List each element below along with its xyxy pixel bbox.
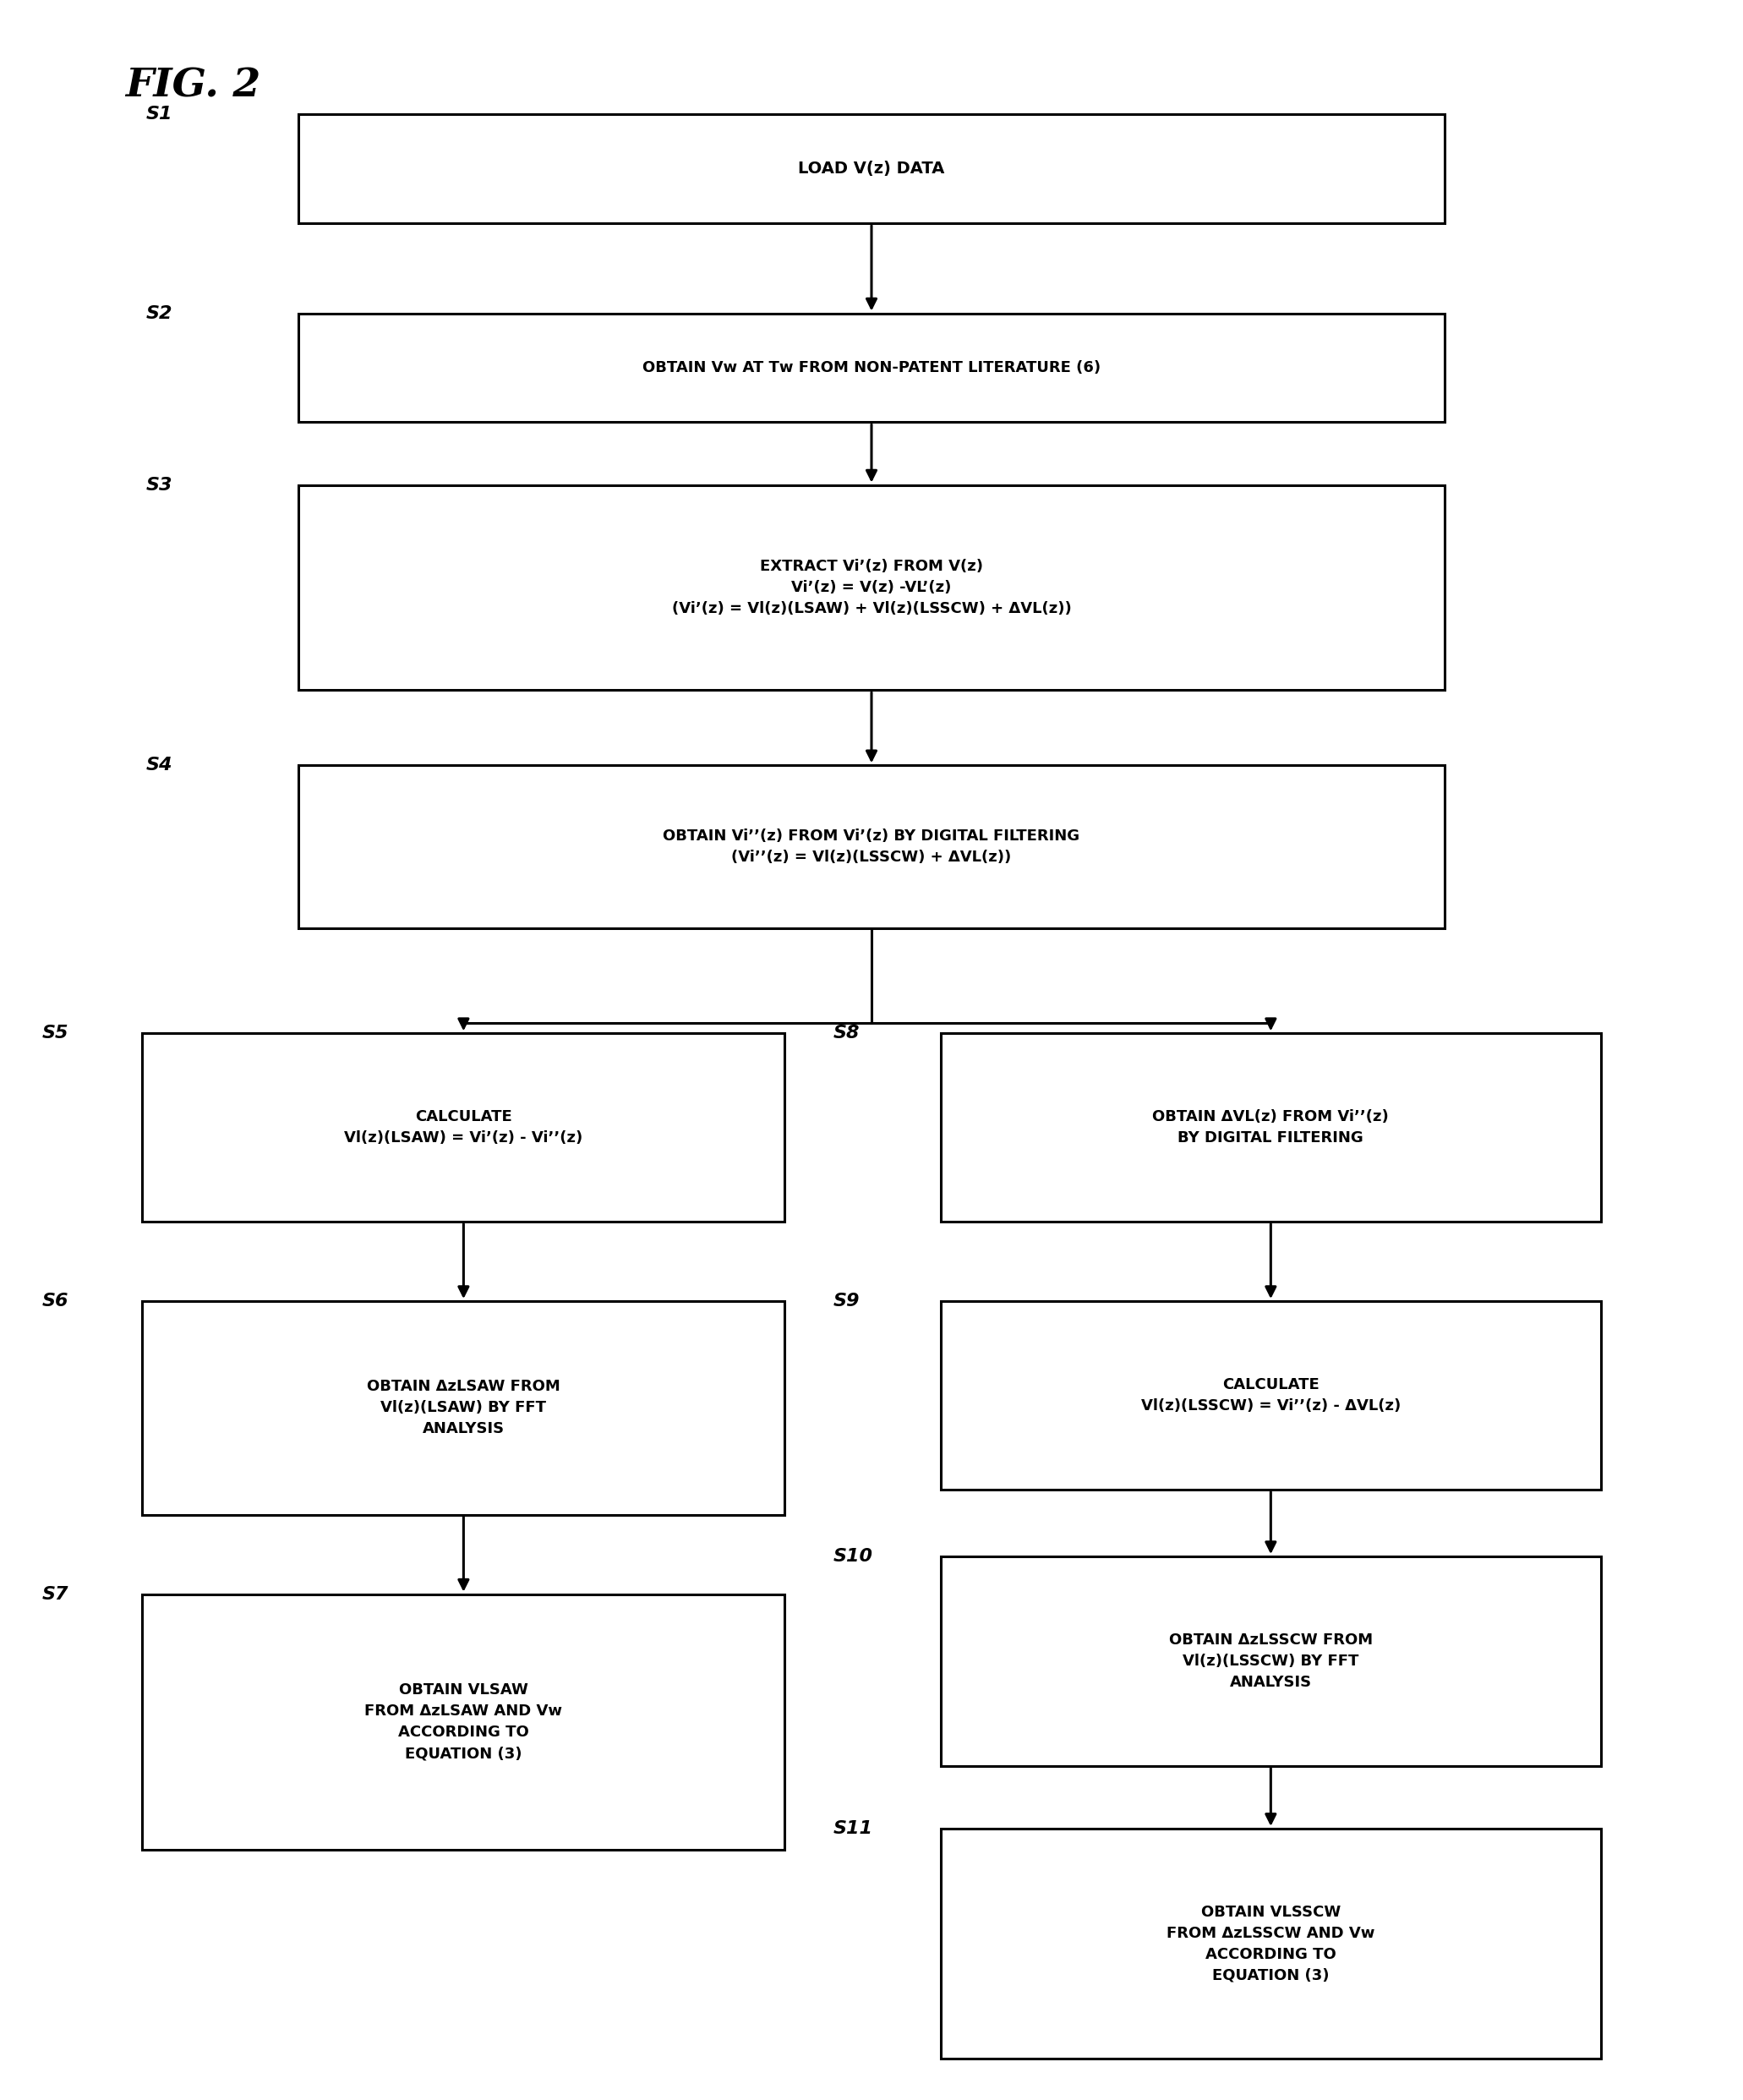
Text: OBTAIN Vi’’(z) FROM Vi’(z) BY DIGITAL FILTERING
(Vi’’(z) = Vl(z)(LSSCW) + ΔVL(z): OBTAIN Vi’’(z) FROM Vi’(z) BY DIGITAL FI… <box>662 830 1081 865</box>
FancyBboxPatch shape <box>941 1829 1600 2058</box>
FancyBboxPatch shape <box>298 485 1445 691</box>
FancyBboxPatch shape <box>941 1302 1600 1489</box>
Text: S11: S11 <box>833 1821 873 1838</box>
FancyBboxPatch shape <box>143 1302 784 1514</box>
Text: S1: S1 <box>146 107 173 124</box>
FancyBboxPatch shape <box>298 313 1445 422</box>
FancyBboxPatch shape <box>298 764 1445 928</box>
Text: LOAD V(z) DATA: LOAD V(z) DATA <box>798 162 945 176</box>
Text: S10: S10 <box>833 1548 873 1564</box>
FancyBboxPatch shape <box>941 1033 1600 1222</box>
Text: S4: S4 <box>146 756 173 775</box>
Text: CALCULATE
Vl(z)(LSSCW) = Vi’’(z) - ΔVL(z): CALCULATE Vl(z)(LSSCW) = Vi’’(z) - ΔVL(z… <box>1142 1378 1401 1413</box>
Text: OBTAIN VLSAW
FROM ΔzLSAW AND Vw
ACCORDING TO
EQUATION (3): OBTAIN VLSAW FROM ΔzLSAW AND Vw ACCORDIN… <box>364 1682 563 1762</box>
FancyBboxPatch shape <box>941 1556 1600 1766</box>
Text: S8: S8 <box>833 1025 859 1042</box>
Text: S9: S9 <box>833 1294 859 1310</box>
Text: OBTAIN ΔVL(z) FROM Vi’’(z)
BY DIGITAL FILTERING: OBTAIN ΔVL(z) FROM Vi’’(z) BY DIGITAL FI… <box>1152 1109 1389 1147</box>
Text: CALCULATE
Vl(z)(LSAW) = Vi’(z) - Vi’’(z): CALCULATE Vl(z)(LSAW) = Vi’(z) - Vi’’(z) <box>345 1109 582 1147</box>
Text: S7: S7 <box>42 1586 68 1602</box>
Text: S6: S6 <box>42 1294 68 1310</box>
Text: OBTAIN Vᴡ AT Tᴡ FROM NON-PATENT LITERATURE (6): OBTAIN Vᴡ AT Tᴡ FROM NON-PATENT LITERATU… <box>643 359 1100 376</box>
FancyBboxPatch shape <box>143 1594 784 1850</box>
Text: EXTRACT Vi’(z) FROM V(z)
Vi’(z) = V(z) -VL’(z)
(Vi’(z) = Vl(z)(LSAW) + Vl(z)(LSS: EXTRACT Vi’(z) FROM V(z) Vi’(z) = V(z) -… <box>671 559 1072 615</box>
Text: S5: S5 <box>42 1025 68 1042</box>
Text: FIG. 2: FIG. 2 <box>125 67 260 105</box>
Text: S2: S2 <box>146 304 173 321</box>
Text: S3: S3 <box>146 477 173 494</box>
Text: OBTAIN ΔzLSAW FROM
Vl(z)(LSAW) BY FFT
ANALYSIS: OBTAIN ΔzLSAW FROM Vl(z)(LSAW) BY FFT AN… <box>366 1380 560 1436</box>
FancyBboxPatch shape <box>143 1033 784 1222</box>
Text: OBTAIN VLSSCW
FROM ΔzLSSCW AND Vw
ACCORDING TO
EQUATION (3): OBTAIN VLSSCW FROM ΔzLSSCW AND Vw ACCORD… <box>1166 1905 1375 1982</box>
FancyBboxPatch shape <box>298 113 1445 223</box>
Text: OBTAIN ΔzLSSCW FROM
Vl(z)(LSSCW) BY FFT
ANALYSIS: OBTAIN ΔzLSSCW FROM Vl(z)(LSSCW) BY FFT … <box>1170 1632 1373 1690</box>
